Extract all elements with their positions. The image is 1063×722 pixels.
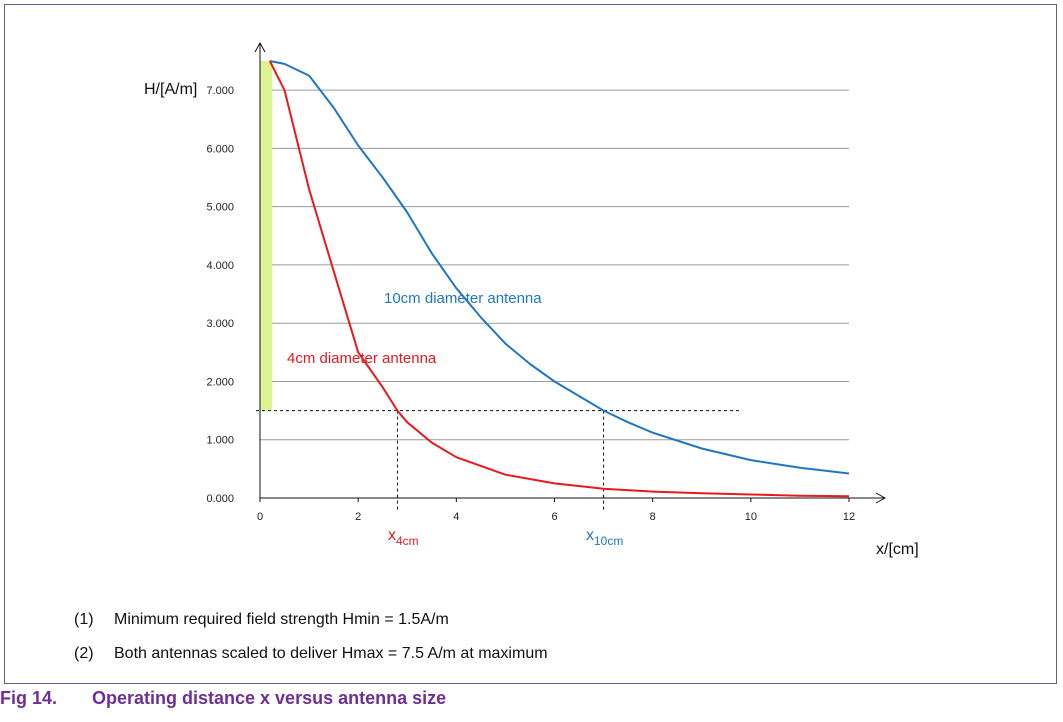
threshold-lines xyxy=(256,410,742,512)
marker-label-x10cm: x10cm xyxy=(586,527,623,548)
y-tick-label: 2.000 xyxy=(206,376,234,388)
gridlines xyxy=(260,89,849,441)
y-tick-label: 7.000 xyxy=(206,85,234,97)
figure-frame xyxy=(4,4,1057,684)
series-line-0 xyxy=(269,60,850,475)
series-label-10cm: 10cm diameter antenna xyxy=(384,290,542,307)
marker-main: x xyxy=(388,527,396,544)
chart-area: 0.000 1.000 2.000 3.000 4.000 5.000 6.000 7.000… xyxy=(144,41,919,558)
caption-number: Fig 14. xyxy=(0,688,58,708)
y-axis-arrow xyxy=(254,41,266,53)
x-tick-label: 10 xyxy=(745,511,757,523)
series-lines xyxy=(268,60,850,498)
notes-list: (1) Minimum required field strength Hmin … xyxy=(74,610,548,678)
y-tick-label: 0.000 xyxy=(206,493,234,505)
y-tick-label: 5.000 xyxy=(206,202,234,214)
y-tick-label: 4.000 xyxy=(206,260,234,272)
tick-labels: 0.000 1.000 2.000 3.000 4.000 5.000 6.000 7.000… xyxy=(206,85,855,523)
marker-main: x xyxy=(586,527,594,544)
note-text: Both antennas scaled to deliver Hmax = 7… xyxy=(114,645,548,662)
y-axis-title: H/[A/m] xyxy=(144,81,197,98)
note-item: (2) Both antennas scaled to deliver Hmax … xyxy=(74,644,548,678)
axes xyxy=(254,41,887,504)
caption-text: Operating distance x versus antenna size xyxy=(92,688,447,708)
x-tick-label: 4 xyxy=(453,511,459,523)
highlight-band-group xyxy=(260,61,273,411)
y-tick-label: 3.000 xyxy=(206,318,234,330)
y-tick-label: 6.000 xyxy=(206,143,234,155)
note-number: (1) xyxy=(74,611,94,628)
x-tick-label: 6 xyxy=(551,511,557,523)
note-item: (1) Minimum required field strength Hmin … xyxy=(74,610,548,644)
marker-label-x4cm: x4cm xyxy=(388,527,419,548)
x-axis-arrow xyxy=(875,492,887,504)
x-tick-label: 8 xyxy=(650,511,656,523)
x-axis-title: x/[cm] xyxy=(876,541,919,558)
highlight-band xyxy=(260,61,273,411)
series-line-1 xyxy=(268,60,850,498)
series-label-4cm: 4cm diameter antenna xyxy=(287,350,437,367)
y-tick-label: 1.000 xyxy=(206,435,234,447)
x-tick-label: 0 xyxy=(257,511,263,523)
note-text: Minimum required field strength Hmin = 1… xyxy=(114,611,449,628)
figure-caption: Fig 14. Operating distance x versus anten… xyxy=(0,688,446,709)
marker-sub: 4cm xyxy=(396,534,419,548)
x-tick-label: 12 xyxy=(843,511,855,523)
x-tick-label: 2 xyxy=(355,511,361,523)
note-number: (2) xyxy=(74,645,94,662)
marker-sub: 10cm xyxy=(594,534,623,548)
